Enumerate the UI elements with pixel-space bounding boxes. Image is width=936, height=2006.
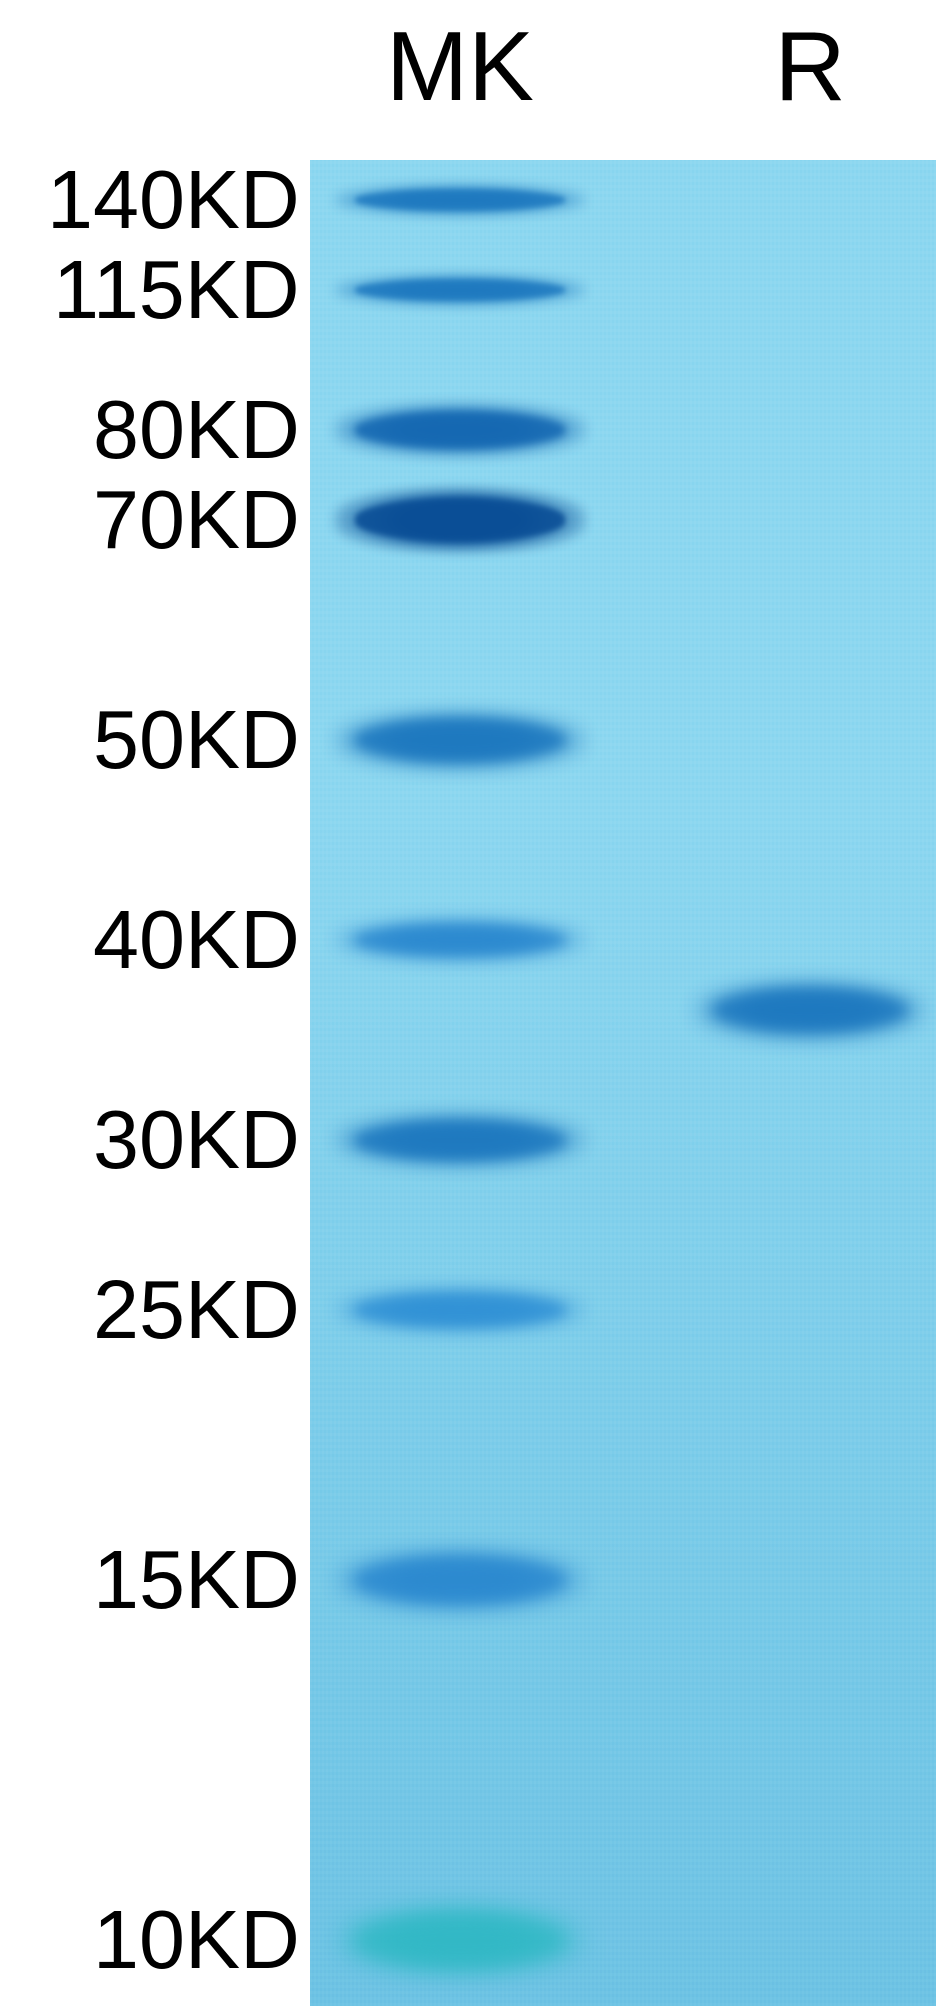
marker-band-6-core — [355, 1123, 565, 1158]
mw-label-25kd: 25KD — [93, 1262, 300, 1358]
mw-label-70kd: 70KD — [93, 472, 300, 568]
sample-band-0-core — [713, 991, 906, 1030]
lane-header-mk-text: MK — [386, 11, 534, 121]
mw-label-10kd: 10KD — [93, 1892, 300, 1988]
marker-band-1-core — [355, 280, 565, 300]
mw-label-40kd: 40KD — [93, 892, 300, 988]
marker-band-8-core — [355, 1559, 565, 1601]
marker-band-7-core — [355, 1295, 565, 1324]
marker-band-0-core — [355, 190, 565, 210]
marker-band-4-core — [355, 721, 565, 760]
mw-label-80kd: 80KD — [93, 382, 300, 478]
lane-header-r-text: R — [775, 11, 846, 121]
gel-figure: MK R 140KD 115KD 80KD 70KD 50KD 40KD 30K… — [0, 0, 936, 2006]
mw-label-140kd: 140KD — [47, 152, 300, 248]
mw-label-115kd: 115KD — [53, 242, 300, 338]
marker-band-9-core — [355, 1916, 565, 1965]
gel-area — [310, 160, 936, 2006]
lane-header-r: R — [775, 10, 846, 123]
marker-band-5-core — [355, 926, 565, 954]
marker-band-3-core — [355, 499, 565, 541]
mw-label-15kd: 15KD — [93, 1532, 300, 1628]
lane-header-mk: MK — [386, 10, 534, 123]
marker-band-2-core — [355, 413, 565, 447]
mw-label-30kd: 30KD — [93, 1092, 300, 1188]
mw-label-50kd: 50KD — [93, 692, 300, 788]
